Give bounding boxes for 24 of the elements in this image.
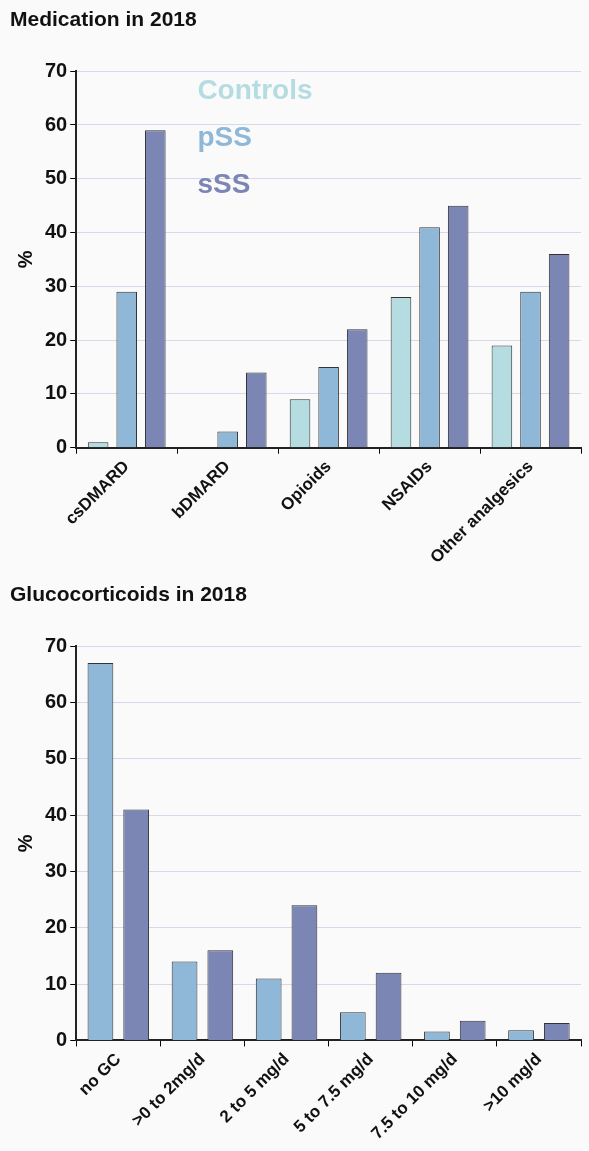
text: Controls: [197, 73, 313, 105]
y-axis-title: %: [13, 834, 36, 853]
y-tick-label: 20: [45, 915, 68, 938]
series-label: sSS: [197, 167, 251, 199]
y-tick-label: 0: [56, 435, 68, 458]
y-tick-label: 60: [45, 690, 68, 713]
y-tick-label: 50: [45, 746, 68, 769]
y-axis-title: %: [13, 250, 36, 269]
y-tick-label: 10: [45, 971, 68, 994]
y-tick-label: 30: [45, 858, 68, 881]
y-tick-label: 50: [45, 166, 68, 189]
y-tick-label: 30: [45, 273, 68, 296]
y-tick-label: 70: [45, 633, 68, 656]
y-tick-label: 40: [45, 802, 68, 825]
y-tick-label: 10: [45, 381, 68, 404]
y-tick-label: 20: [45, 327, 68, 350]
text: pSS: [197, 120, 252, 152]
chart-title: Medication in 2018: [10, 7, 198, 31]
chart-title: Glucocorticoids in 2018: [10, 582, 248, 606]
y-tick-label: 60: [45, 112, 68, 135]
x-tick-label: no GC: [74, 1049, 125, 1099]
y-tick-label: 70: [45, 58, 68, 81]
y-tick-label: 40: [45, 220, 68, 243]
y-tick-label: 0: [56, 1027, 68, 1050]
